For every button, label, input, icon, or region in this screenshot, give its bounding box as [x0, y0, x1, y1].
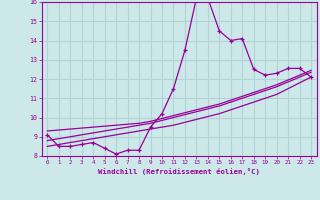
- X-axis label: Windchill (Refroidissement éolien,°C): Windchill (Refroidissement éolien,°C): [98, 168, 260, 175]
